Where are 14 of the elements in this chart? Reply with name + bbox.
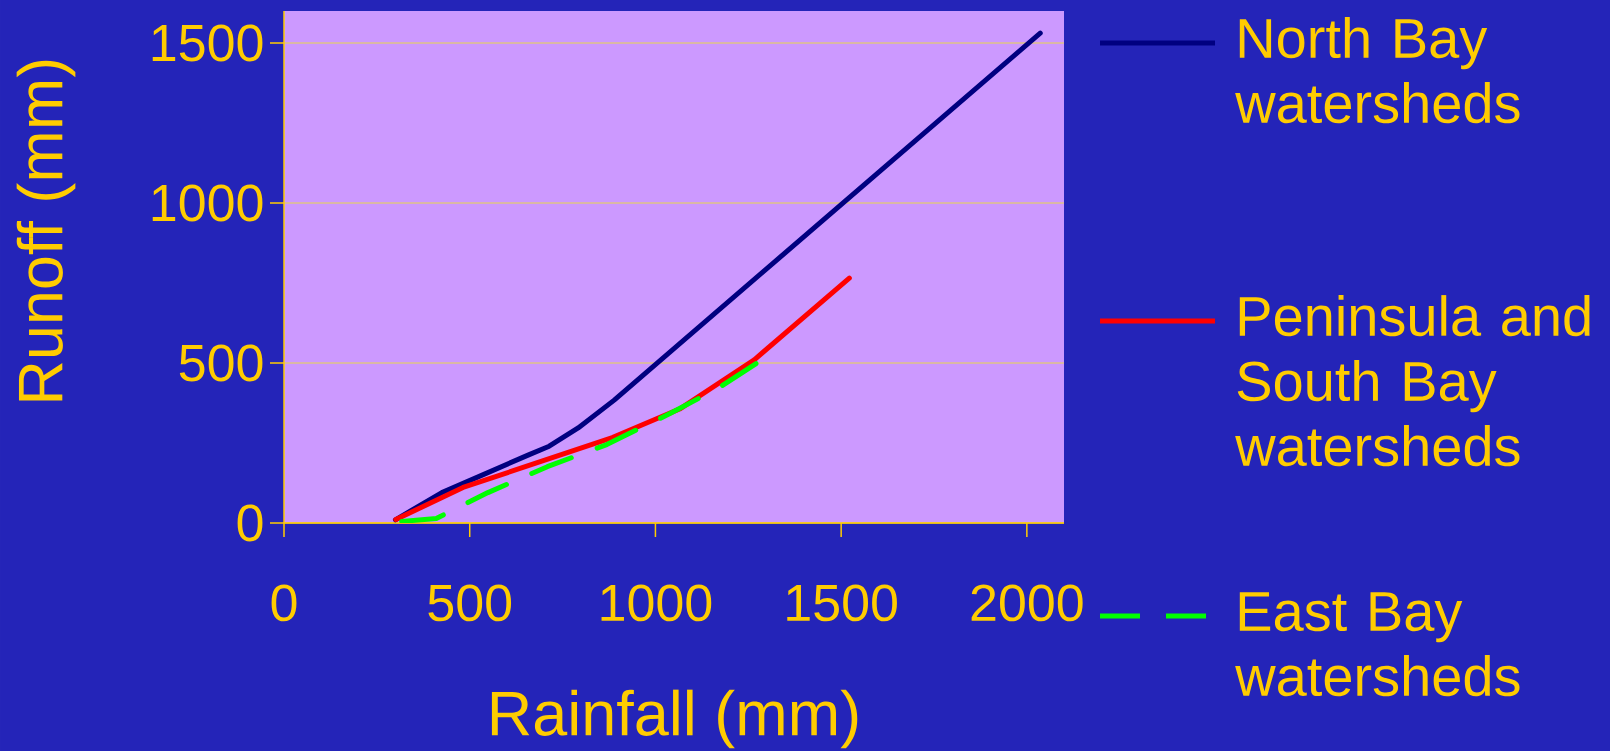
y-tick-label: 500 xyxy=(179,344,263,382)
x-tick-label: 500 xyxy=(428,584,512,622)
y-tick-label: 1000 xyxy=(152,184,263,222)
x-tick-label: 0 xyxy=(271,584,297,622)
x-tick-label: 2000 xyxy=(971,584,1083,622)
x-tick-label: 1000 xyxy=(601,584,712,622)
y-tick-label: 1500 xyxy=(152,24,263,62)
legend-label: Peninsula and South Bay watersheds xyxy=(1235,295,1590,467)
y-axis-title: Runoff (mm) xyxy=(16,60,76,401)
legend-label: East Bay watersheds xyxy=(1235,592,1520,697)
x-tick-label: 1500 xyxy=(787,584,897,622)
legend-label: North Bay watersheds xyxy=(1235,17,1520,124)
y-tick-label: 0 xyxy=(237,504,263,542)
x-axis-title: Rainfall (mm) xyxy=(491,689,858,749)
